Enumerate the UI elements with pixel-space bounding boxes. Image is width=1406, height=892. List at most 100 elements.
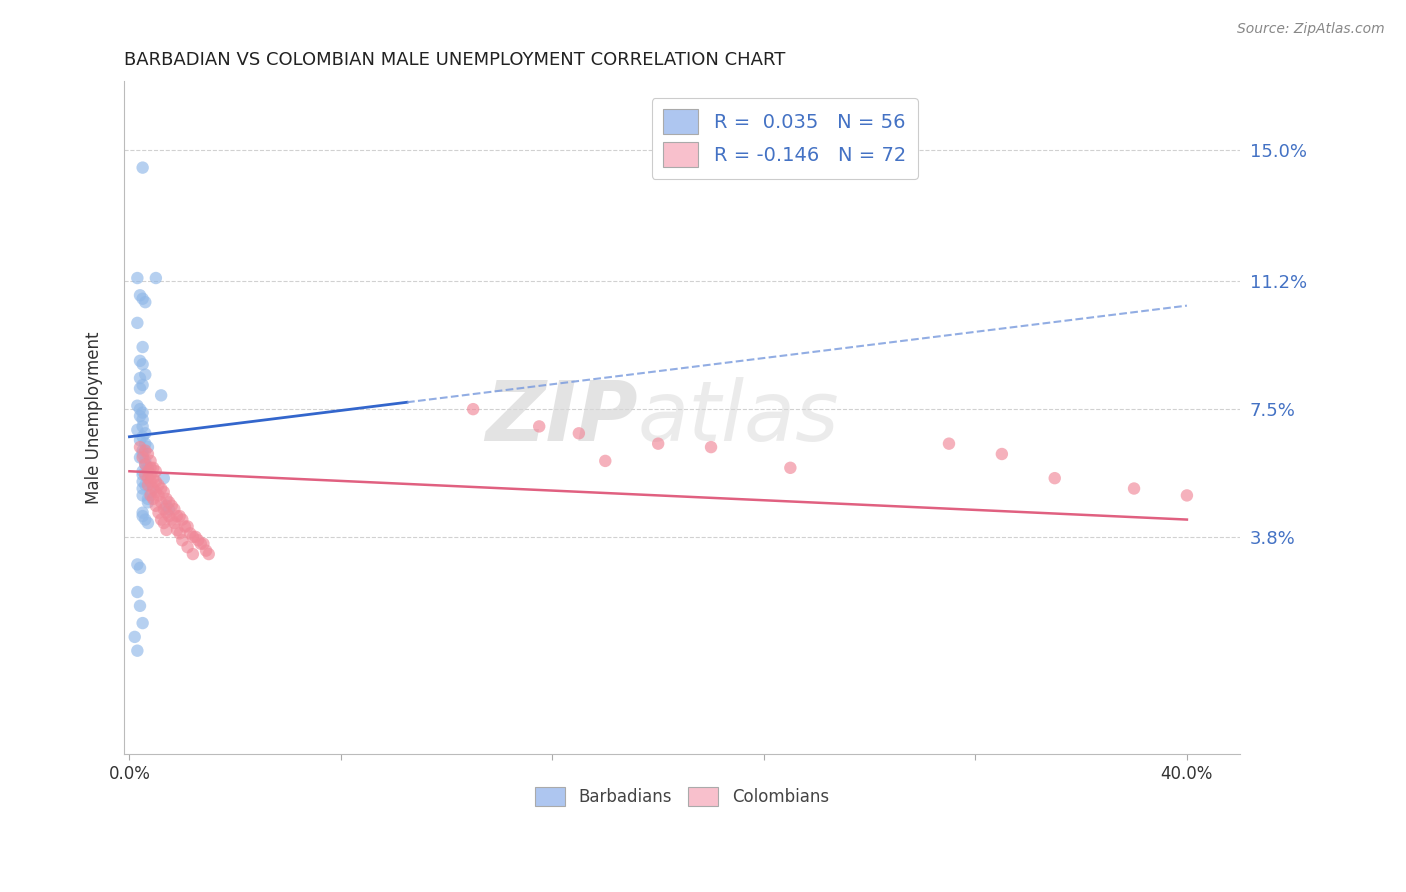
Point [190, 537, 212, 551]
Point [148, 478, 170, 492]
Point [134, 478, 156, 492]
Point [142, 471, 165, 485]
Point [176, 519, 198, 533]
Point [527, 419, 550, 434]
Point [127, 399, 149, 413]
Point [163, 516, 186, 530]
Point [131, 616, 153, 631]
Point [150, 388, 173, 402]
Point [131, 488, 153, 502]
Point [131, 482, 153, 496]
Point [127, 643, 149, 657]
Point [129, 288, 152, 302]
Point [152, 502, 174, 516]
Point [595, 454, 617, 468]
Point [568, 426, 591, 441]
Point [131, 340, 153, 354]
Point [129, 434, 152, 448]
Point [176, 540, 198, 554]
Point [131, 443, 153, 458]
Point [145, 271, 167, 285]
Point [157, 509, 180, 524]
Point [155, 523, 177, 537]
Point [136, 440, 159, 454]
Point [145, 485, 167, 500]
Point [134, 454, 156, 468]
Point [142, 482, 165, 496]
Point [134, 426, 156, 441]
Point [139, 485, 162, 500]
Point [155, 506, 177, 520]
Point [157, 495, 180, 509]
Point [163, 502, 186, 516]
Point [131, 412, 153, 426]
Point [145, 499, 167, 513]
Point [134, 458, 156, 472]
Point [131, 475, 153, 489]
Point [134, 436, 156, 450]
Point [139, 454, 162, 468]
Point [145, 464, 167, 478]
Point [129, 561, 152, 575]
Point [166, 509, 188, 524]
Point [134, 467, 156, 482]
Point [127, 271, 149, 285]
Point [127, 316, 149, 330]
Text: atlas: atlas [637, 377, 839, 458]
Point [136, 460, 159, 475]
Point [184, 530, 207, 544]
Point [166, 523, 188, 537]
Text: Source: ZipAtlas.com: Source: ZipAtlas.com [1237, 22, 1385, 37]
Point [136, 478, 159, 492]
Point [700, 440, 723, 454]
Point [131, 161, 153, 175]
Point [145, 475, 167, 489]
Point [169, 509, 191, 524]
Point [134, 295, 156, 310]
Point [197, 547, 219, 561]
Point [136, 495, 159, 509]
Point [160, 512, 183, 526]
Point [157, 502, 180, 516]
Point [139, 467, 162, 482]
Point [139, 460, 162, 475]
Legend: Barbadians, Colombians: Barbadians, Colombians [529, 780, 835, 814]
Point [134, 512, 156, 526]
Point [129, 440, 152, 454]
Point [647, 436, 669, 450]
Point [127, 585, 149, 599]
Point [142, 491, 165, 506]
Point [136, 516, 159, 530]
Point [160, 499, 183, 513]
Point [155, 491, 177, 506]
Point [131, 447, 153, 461]
Point [193, 537, 215, 551]
Point [127, 558, 149, 572]
Point [129, 402, 152, 417]
Point [134, 443, 156, 458]
Point [1043, 471, 1066, 485]
Point [131, 450, 153, 465]
Point [169, 526, 191, 541]
Text: ZIP: ZIP [485, 377, 637, 458]
Point [124, 630, 146, 644]
Point [1123, 482, 1146, 496]
Point [131, 464, 153, 478]
Point [129, 371, 152, 385]
Point [150, 512, 173, 526]
Point [131, 467, 153, 482]
Point [129, 599, 152, 613]
Point [991, 447, 1014, 461]
Point [131, 406, 153, 420]
Point [148, 488, 170, 502]
Point [136, 464, 159, 478]
Point [195, 543, 218, 558]
Point [131, 378, 153, 392]
Point [172, 533, 194, 548]
Point [129, 381, 152, 395]
Point [131, 292, 153, 306]
Point [174, 519, 197, 533]
Point [127, 423, 149, 437]
Point [152, 516, 174, 530]
Point [142, 460, 165, 475]
